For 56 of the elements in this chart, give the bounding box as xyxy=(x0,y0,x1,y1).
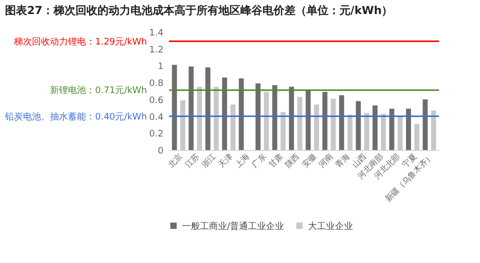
chart-title: 图表27：梯次回收的动力电池成本高于所有地区峰谷电价差（单位：元/kWh） xyxy=(5,4,393,17)
y-tick-label: 1.4 xyxy=(149,28,164,38)
bar xyxy=(288,86,294,150)
bar xyxy=(414,124,420,150)
ref-line-label: 梯次回收动力锂电：1.29元/kWh xyxy=(13,36,147,48)
bar xyxy=(406,108,411,150)
x-tick-label: 浙江 xyxy=(200,152,218,170)
x-tick-label: 青海 xyxy=(334,152,352,170)
x-tick-label: 甘肃 xyxy=(266,152,285,170)
y-tick-label: 1.2 xyxy=(149,45,164,56)
bar xyxy=(314,104,320,150)
bar xyxy=(205,67,210,150)
y-tick-label: 0.2 xyxy=(149,130,164,140)
bar xyxy=(264,92,269,150)
ref-line-label: 新锂电池：0.71元/kWh xyxy=(50,85,147,96)
y-tick-label: 0.8 xyxy=(149,79,164,90)
x-tick-label: 江苏 xyxy=(183,152,201,170)
bar xyxy=(238,78,244,150)
bar xyxy=(214,86,219,150)
bar xyxy=(322,92,328,150)
x-tick-label: 上海 xyxy=(233,152,252,170)
bar xyxy=(356,101,361,150)
bar xyxy=(372,105,378,150)
bar xyxy=(339,95,344,150)
bar xyxy=(180,100,186,150)
bar xyxy=(280,112,286,150)
legend-label: 大工业企业 xyxy=(308,220,353,232)
bar xyxy=(380,114,386,150)
x-tick-label: 北京 xyxy=(166,152,184,170)
y-tick-label: 1 xyxy=(158,62,164,72)
x-tick-label: 广东 xyxy=(250,152,268,170)
bar xyxy=(230,104,236,150)
bar xyxy=(364,112,370,150)
x-tick-label: 河南 xyxy=(317,152,335,170)
bar xyxy=(222,78,228,150)
bar xyxy=(431,110,436,150)
bar xyxy=(330,98,336,150)
bar xyxy=(272,85,278,150)
bar xyxy=(422,99,428,150)
x-tick-label: 陕西 xyxy=(284,152,302,170)
bar xyxy=(256,83,261,150)
legend-label: 一般工商业/普通工业企业 xyxy=(182,220,284,232)
bar xyxy=(172,64,177,150)
y-tick-label: 0.6 xyxy=(149,96,164,106)
y-tick-label: 0 xyxy=(158,146,164,156)
x-tick-label: 天津 xyxy=(216,152,234,170)
bar xyxy=(188,66,194,150)
bar xyxy=(398,116,403,150)
bar xyxy=(197,86,202,150)
y-tick-label: 0.4 xyxy=(149,112,164,123)
x-tick-label: 安徽 xyxy=(300,152,318,170)
ref-line-label: 铅炭电池、抽水蓄能：0.40元/kWh xyxy=(4,111,147,122)
bar xyxy=(389,108,394,150)
bar xyxy=(306,90,311,150)
bar xyxy=(347,114,352,150)
bar xyxy=(297,96,302,150)
